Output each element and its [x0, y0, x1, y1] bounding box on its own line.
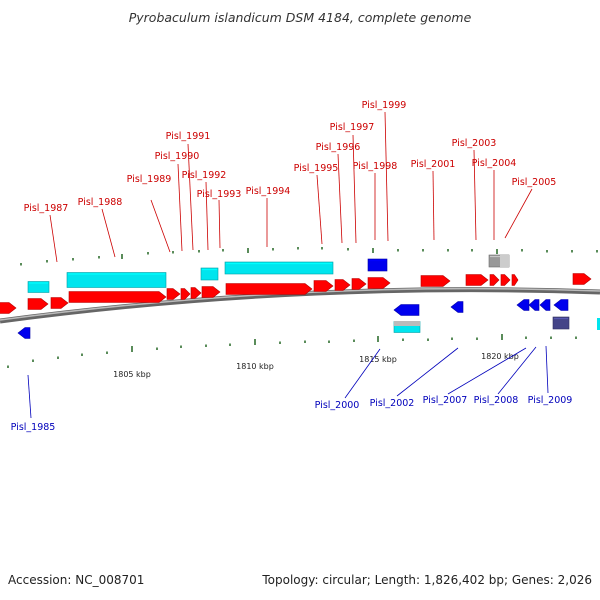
forward-label-connector [101, 208, 116, 258]
reverse-gene-label[interactable]: Pisl_2009 [528, 395, 573, 406]
forward-label-connector [49, 214, 58, 263]
reverse-label-connector [545, 345, 549, 394]
forward-gene-arrow[interactable] [489, 274, 500, 286]
reverse-gene-label[interactable]: Pisl_2007 [423, 395, 468, 406]
forward-gene-arrow[interactable] [166, 288, 181, 300]
reverse-gene-label[interactable]: Pisl_2008 [474, 395, 519, 406]
reverse-gene-label[interactable]: Pisl_1985 [11, 422, 56, 433]
forward-gene-arrow[interactable] [180, 288, 191, 300]
gene-labels: Pisl_1987 Pisl_1988 Pisl_1989 Pisl_1990 Pisl… [11, 100, 573, 433]
edge-feature[interactable] [597, 318, 600, 330]
forward-gene-label[interactable]: Pisl_2005 [512, 177, 557, 188]
reverse-gene-arrow[interactable] [450, 301, 464, 313]
forward-gene-label[interactable]: Pisl_1987 [24, 203, 69, 214]
reverse-label-connector [27, 374, 32, 419]
forward-label-connector [316, 174, 323, 245]
misc-feature-part [500, 255, 509, 267]
forward-label-connector [150, 199, 171, 253]
map-title: Pyrobaculum islandicum DSM 4184, complet… [128, 10, 472, 25]
forward-label-connector [337, 153, 343, 244]
reverse-gene-arrow[interactable] [528, 299, 540, 311]
forward-gene-label[interactable]: Pisl_1993 [197, 189, 242, 200]
forward-gene-arrow[interactable] [313, 280, 334, 292]
forward-gene-label[interactable]: Pisl_1990 [155, 151, 200, 162]
forward-gene-label[interactable]: Pisl_1991 [166, 131, 211, 142]
reverse-gene-arrow[interactable] [516, 299, 530, 311]
forward-gene-label[interactable]: Pisl_1998 [353, 161, 398, 172]
ruler-label: 1815 kbp [359, 355, 397, 364]
forward-gene-label[interactable]: Pisl_2004 [472, 158, 517, 169]
forward-label-connector [352, 134, 357, 244]
label-connectors [27, 111, 549, 419]
forward-gene-arrow[interactable] [225, 283, 313, 295]
forward-gene-arrow[interactable] [511, 274, 519, 286]
forward-rna-feature[interactable] [27, 281, 50, 293]
forward-gene-arrow[interactable] [50, 297, 69, 309]
forward-gene-label[interactable]: Pisl_2001 [411, 159, 456, 170]
forward-gene-arrow[interactable] [68, 291, 167, 303]
reverse-gene-arrow[interactable] [553, 299, 569, 311]
forward-gene-arrow[interactable] [465, 274, 489, 286]
forward-gene-arrow[interactable] [334, 279, 351, 291]
accession-text: Accession: NC_008701 [8, 573, 145, 587]
reverse-gene-arrow[interactable] [539, 299, 551, 311]
forward-label-connector [432, 170, 435, 241]
forward-gene-label[interactable]: Pisl_1997 [330, 122, 375, 133]
forward-gene-label[interactable]: Pisl_1996 [316, 142, 361, 153]
reverse-label-connector [396, 347, 459, 397]
genome-summary-text: Topology: circular; Length: 1,826,402 bp… [262, 573, 592, 587]
reverse-gene-label[interactable]: Pisl_2000 [315, 400, 360, 411]
forward-label-connector [504, 188, 533, 239]
forward-gene-label[interactable]: Pisl_2003 [452, 138, 497, 149]
reverse-gene-arrow[interactable] [17, 327, 31, 339]
ruler-label: 1805 kbp [113, 370, 151, 379]
forward-label-connector [473, 149, 477, 241]
forward-gene-arrow[interactable] [572, 273, 592, 285]
forward-gene-arrow[interactable] [201, 286, 221, 298]
forward-gene-label[interactable]: Pisl_1995 [294, 163, 339, 174]
forward-gene-arrow[interactable] [351, 278, 367, 290]
forward-rna-feature[interactable] [224, 261, 334, 275]
reverse-misc-feature[interactable] [552, 316, 570, 330]
forward-gene-label[interactable]: Pisl_1994 [246, 186, 291, 197]
forward-gene-arrow[interactable] [367, 277, 391, 289]
forward-label-connector [187, 143, 194, 251]
forward-label-connector [177, 163, 183, 252]
forward-gene-label[interactable]: Pisl_1999 [362, 100, 407, 111]
reverse-gene-label[interactable]: Pisl_2002 [370, 398, 415, 409]
forward-gene-label[interactable]: Pisl_1989 [127, 174, 172, 185]
reverse-label-connector [497, 346, 537, 395]
forward-label-connector [218, 199, 221, 249]
gene-features [0, 254, 600, 339]
reverse-gene-arrow[interactable] [393, 304, 420, 316]
forward-gene-arrow[interactable] [420, 275, 451, 287]
forward-gene-arrow[interactable] [0, 302, 17, 314]
reverse-label-connector [447, 347, 527, 395]
ruler-ticks: 1805 kbp 1810 kbp 1815 kbp 1820 kbp [7, 247, 598, 379]
ruler-label: 1820 kbp [481, 352, 519, 361]
ruler-label: 1810 kbp [236, 362, 274, 371]
forward-gene-label[interactable]: Pisl_1992 [182, 170, 227, 181]
reverse-rna-top [394, 321, 420, 326]
feature-box[interactable] [367, 258, 388, 272]
reverse-label-connector [344, 348, 381, 399]
forward-gene-label[interactable]: Pisl_1988 [78, 197, 123, 208]
forward-label-connector [384, 111, 389, 242]
forward-label-connector [205, 181, 209, 251]
forward-gene-arrow[interactable] [190, 287, 202, 299]
forward-rna-feature[interactable] [66, 272, 167, 288]
forward-rna-feature[interactable] [200, 267, 219, 281]
forward-gene-arrow[interactable] [27, 298, 49, 310]
forward-gene-arrow[interactable] [500, 274, 511, 286]
